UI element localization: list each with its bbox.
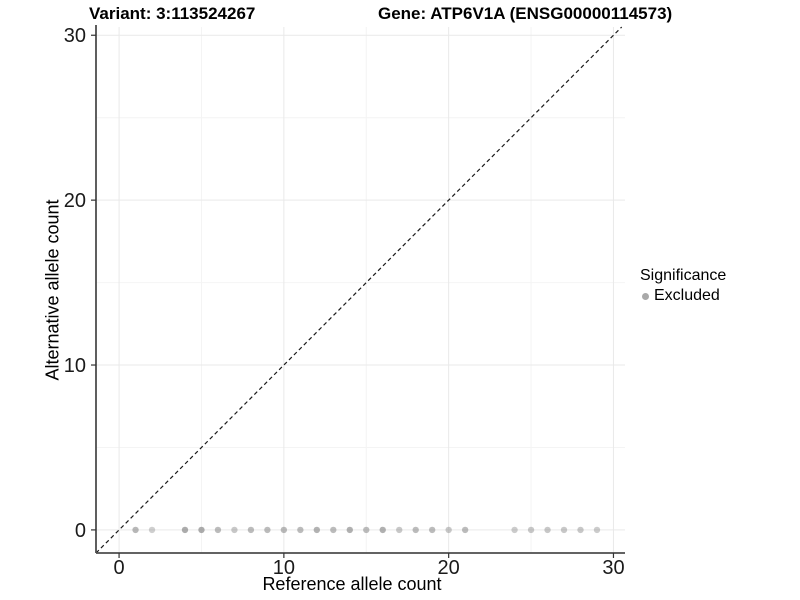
legend-key-dot-icon — [642, 292, 649, 300]
data-point — [412, 526, 419, 534]
data-point — [379, 526, 386, 534]
data-point — [132, 526, 139, 534]
data-point — [527, 526, 535, 534]
data-point — [577, 526, 584, 534]
data-point — [313, 526, 321, 534]
data-point — [231, 526, 238, 534]
y-axis-label: Alternative allele count — [42, 199, 63, 381]
legend-item-excluded: Excluded — [640, 287, 726, 305]
x-tick-label: 20 — [438, 557, 460, 579]
x-axis-label: Reference allele count — [262, 574, 442, 594]
data-point — [280, 526, 288, 534]
data-point — [428, 526, 436, 534]
y-tick-label: 30 — [64, 25, 86, 47]
data-point — [396, 526, 403, 534]
plot-title-gene: Gene: ATP6V1A (ENSG00000114573) — [378, 4, 673, 23]
data-point — [181, 526, 189, 534]
y-tick-label: 10 — [64, 355, 86, 377]
data-point — [593, 526, 601, 534]
data-point — [544, 526, 551, 534]
x-tick-label: 30 — [602, 557, 624, 579]
legend: Significance Excluded — [640, 267, 726, 305]
plot-title-variant: Variant: 3:113524267 — [89, 4, 256, 23]
data-point — [214, 526, 222, 534]
data-point — [247, 526, 255, 534]
data-point — [264, 526, 271, 534]
data-point — [363, 526, 370, 534]
legend-title: Significance — [640, 267, 727, 284]
data-point — [560, 526, 568, 534]
identity-dashed-line — [95, 26, 623, 554]
data-point — [461, 526, 469, 534]
data-point — [148, 526, 156, 534]
data-point — [198, 526, 205, 534]
data-point — [330, 526, 337, 534]
data-point — [297, 526, 304, 534]
x-tick-label: 0 — [114, 557, 125, 579]
data-point — [445, 526, 452, 534]
y-tick-label: 0 — [75, 520, 86, 542]
legend-item-label: Excluded — [654, 287, 720, 304]
x-tick-label: 10 — [273, 557, 295, 579]
data-point — [346, 526, 353, 534]
y-tick-label: 20 — [64, 190, 86, 212]
data-point — [511, 526, 518, 534]
